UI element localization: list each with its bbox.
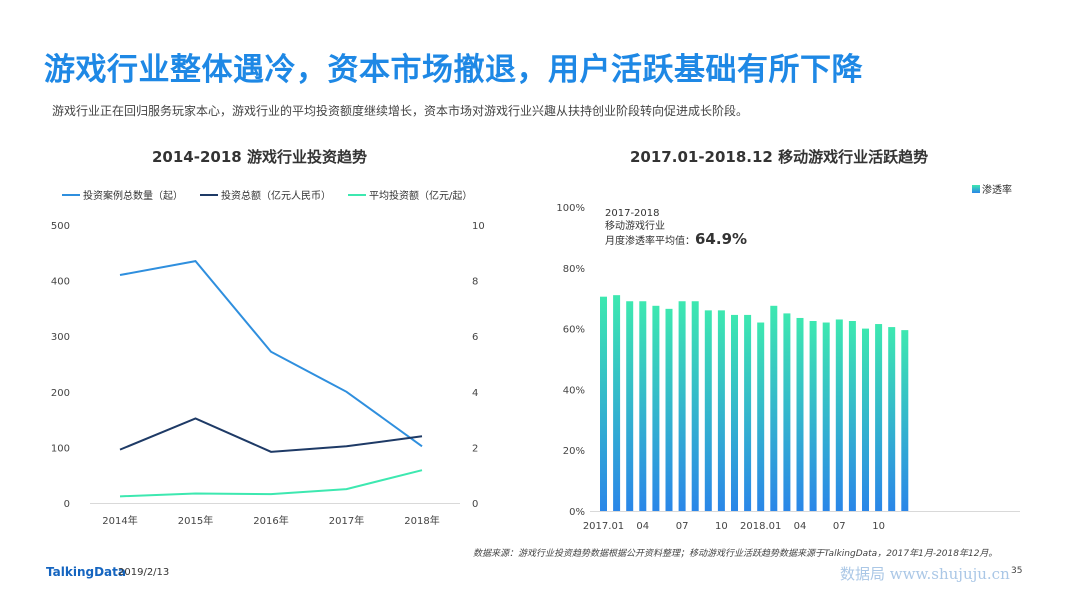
y-tick-label: 100% xyxy=(556,203,585,214)
legend-label: 渗透率 xyxy=(982,183,1012,196)
y-left-tick-label: 300 xyxy=(51,332,70,343)
legend-entry: 投资案例总数量（起） xyxy=(62,189,183,202)
legend-label: 平均投资额（亿元/起） xyxy=(369,189,472,202)
bar xyxy=(809,321,817,511)
bar xyxy=(783,313,791,511)
bar xyxy=(875,324,883,511)
x-tick-label: 2018.01 xyxy=(740,521,781,532)
y-tick-label: 80% xyxy=(563,264,585,275)
left-chart-title: 2014-2018 游戏行业投资趋势 xyxy=(152,148,367,166)
annotation-value: 64.9% xyxy=(695,230,748,248)
talkingdata-logo: TalkingData xyxy=(46,565,126,579)
y-left-tick-label: 100 xyxy=(51,443,70,454)
bar-chart-annotation: 2017-2018 移动游戏行业 月度渗透率平均值：64.9% xyxy=(605,207,747,248)
x-tick-label: 2017年 xyxy=(329,514,364,527)
annotation-line2: 移动游戏行业 xyxy=(605,221,665,232)
bar xyxy=(796,317,804,511)
y-right-tick-label: 6 xyxy=(472,332,478,343)
watermark: 数据局 www.shujuju.cn xyxy=(840,565,1010,583)
bar xyxy=(678,301,686,511)
y-left-tick-label: 500 xyxy=(51,221,70,232)
bar xyxy=(757,322,765,511)
y-right-tick-label: 0 xyxy=(472,499,478,510)
y-tick-label: 40% xyxy=(563,385,585,396)
legend-entry: 投资总额（亿元人民币） xyxy=(200,189,331,202)
x-tick-label: 2016年 xyxy=(253,514,288,527)
bar xyxy=(639,301,647,511)
bar xyxy=(652,305,660,511)
y-left-tick-label: 200 xyxy=(51,388,70,399)
annotation-line1: 2017-2018 xyxy=(605,208,660,219)
investment-line-chart: 0 100 200 300 400 500 0 2 4 6 8 10 2014年 2015年 2016年 20… xyxy=(51,189,485,527)
x-tick-label: 10 xyxy=(715,521,728,532)
series-line xyxy=(119,469,423,498)
bar xyxy=(901,330,909,511)
penetration-bar-chart: 0% 20% 40% 60% 80% 100% 2017.01 04 07 10 2018.01 04… xyxy=(556,183,1020,532)
y-left-tick-label: 400 xyxy=(51,277,70,288)
bar xyxy=(704,310,712,511)
bar xyxy=(822,322,830,511)
data-source-note: 数据来源：游戏行业投资趋势数据根据公开资料整理；移动游戏行业活跃趋势数据来源于T… xyxy=(473,549,998,559)
x-tick-label: 2018年 xyxy=(404,514,439,527)
bar xyxy=(862,328,869,511)
bar xyxy=(600,296,607,511)
right-chart-title: 2017.01-2018.12 移动游戏行业活跃趋势 xyxy=(630,148,929,166)
legend-swatch xyxy=(972,185,980,193)
page-subtitle: 游戏行业正在回归服务玩家本心，游戏行业的平均投资额度继续增长，资本市场对游戏行业… xyxy=(52,104,749,118)
y-tick-label: 0% xyxy=(569,507,585,518)
x-tick-label: 2017.01 xyxy=(583,521,624,532)
bar xyxy=(717,310,725,511)
x-tick-label: 07 xyxy=(833,521,846,532)
legend-label: 投资总额（亿元人民币） xyxy=(221,189,331,202)
annotation-line3: 月度渗透率平均值：64.9% xyxy=(605,230,748,248)
legend-entry: 渗透率 xyxy=(972,183,1012,196)
x-tick-label: 2014年 xyxy=(102,514,137,527)
y-tick-label: 60% xyxy=(563,325,585,336)
bar xyxy=(691,301,699,511)
series-line xyxy=(119,417,423,453)
bar xyxy=(613,295,621,511)
bar xyxy=(731,314,738,511)
page-title: 游戏行业整体遇冷，资本市场撤退，用户活跃基础有所下降 xyxy=(44,52,863,88)
bar xyxy=(665,308,673,511)
y-tick-label: 20% xyxy=(563,446,585,457)
page-number: 35 xyxy=(1011,566,1023,576)
x-tick-label: 04 xyxy=(794,521,807,532)
y-right-tick-label: 4 xyxy=(472,388,478,399)
y-right-tick-label: 2 xyxy=(472,443,478,454)
bar xyxy=(770,305,778,511)
x-tick-label: 10 xyxy=(872,521,885,532)
x-tick-label: 07 xyxy=(676,521,689,532)
series-line xyxy=(119,260,423,448)
bar xyxy=(744,314,752,511)
bar xyxy=(835,319,843,511)
y-left-tick-label: 0 xyxy=(64,499,70,510)
footer-date: 2019/2/13 xyxy=(118,567,170,578)
y-right-tick-label: 8 xyxy=(472,277,478,288)
bar xyxy=(888,327,896,511)
y-right-tick-label: 10 xyxy=(472,221,485,232)
legend-entry: 平均投资额（亿元/起） xyxy=(348,189,472,202)
bar xyxy=(848,321,856,511)
x-tick-label: 2015年 xyxy=(178,514,213,527)
legend-label: 投资案例总数量（起） xyxy=(83,189,183,202)
bar xyxy=(626,301,634,511)
x-tick-label: 04 xyxy=(636,521,649,532)
